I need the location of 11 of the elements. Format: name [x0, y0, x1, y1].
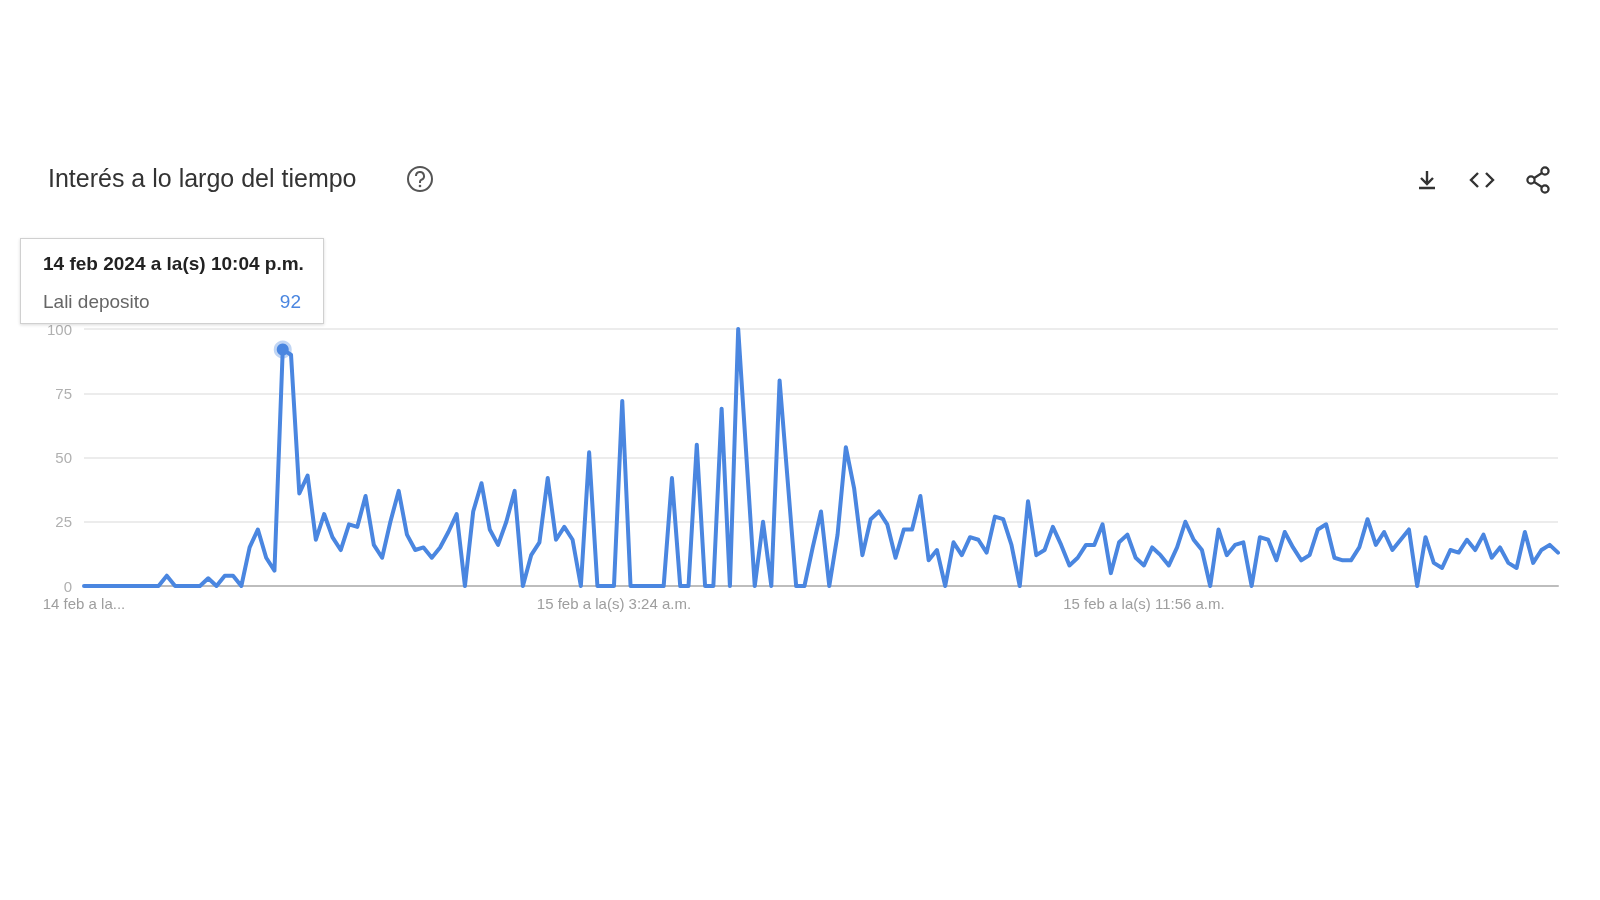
data-label: 92 — [279, 291, 301, 313]
y-tick-label: 25 — [55, 513, 72, 531]
chart-title: Interés a lo largo del tiempo — [48, 164, 357, 193]
line-series — [82, 327, 1560, 588]
y-tick-label: 50 — [55, 449, 72, 466]
x-tick-label: 15 feb a la(s) 11:56 a.m. — [1063, 595, 1225, 612]
y-tick-label: 75 — [55, 384, 72, 402]
tooltip-box: 14 feb 2024 a la(s) 10:04 p.m. Lali deposito 92 — [20, 238, 324, 324]
x-tick-label: 15 feb a la(s) 3:24 a.m. — [536, 595, 692, 612]
x-tick-label: 14 feb a la... — [42, 595, 126, 612]
y-tick-label: 0 — [63, 577, 72, 595]
